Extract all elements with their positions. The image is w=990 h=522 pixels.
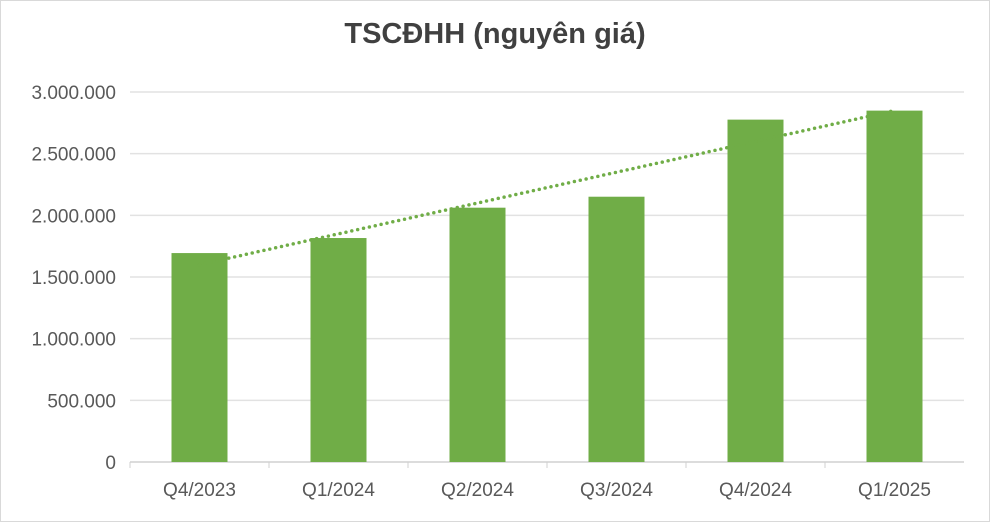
x-tick-label: Q4/2024	[719, 480, 792, 501]
x-tick-label: Q1/2025	[858, 480, 931, 501]
bar	[171, 253, 228, 462]
bar	[310, 238, 367, 462]
y-tick-label: 1.500.000	[31, 268, 116, 289]
y-tick-label: 0	[105, 453, 116, 474]
chart-title: TSCĐHH (nguyên giá)	[344, 18, 646, 50]
y-tick-label: 2.500.000	[31, 145, 116, 166]
bar	[866, 110, 923, 462]
x-tick-label: Q1/2024	[302, 480, 375, 501]
y-tick-label: 2.000.000	[31, 206, 116, 227]
x-tick-label: Q4/2023	[163, 480, 236, 501]
y-tick-label: 1.000.000	[31, 330, 116, 351]
trendline	[197, 108, 897, 267]
x-tick-label: Q3/2024	[580, 480, 653, 501]
bar	[588, 196, 645, 462]
bar	[449, 207, 506, 462]
y-tick-label: 500.000	[47, 391, 116, 412]
y-tick-label: 3.000.000	[31, 83, 116, 104]
bar	[727, 119, 784, 463]
x-tick-label: Q2/2024	[441, 480, 514, 501]
